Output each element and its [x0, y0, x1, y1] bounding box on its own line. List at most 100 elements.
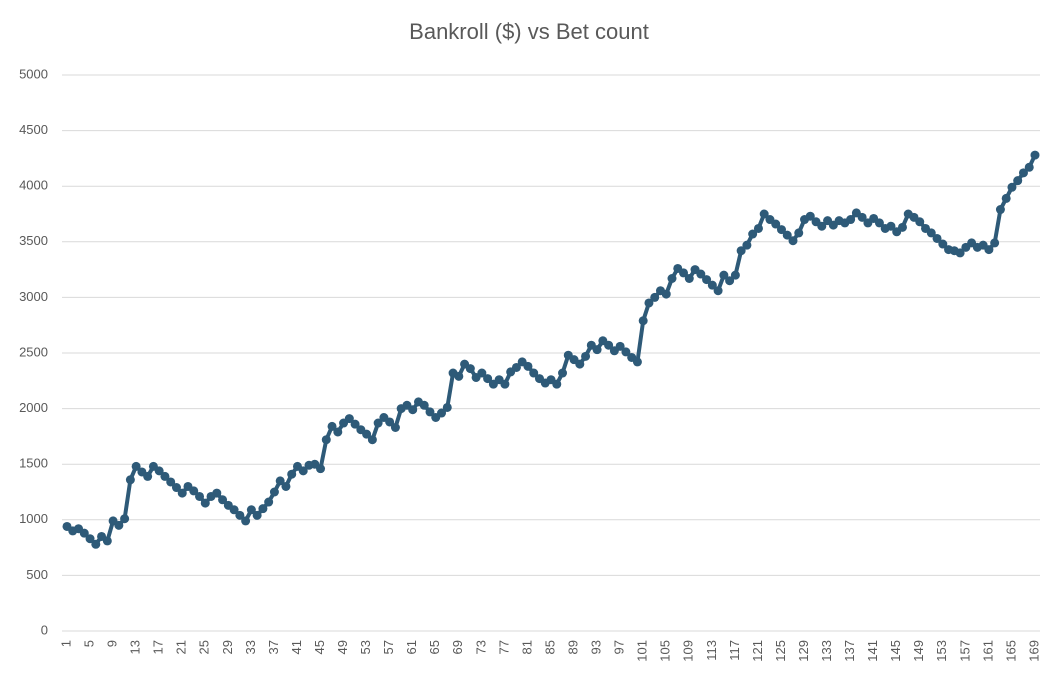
- data-point: [581, 351, 591, 361]
- x-tick-label: 97: [612, 640, 627, 654]
- data-point: [886, 221, 896, 231]
- data-point: [367, 435, 377, 445]
- y-tick-label: 4000: [19, 178, 48, 193]
- data-point: [298, 466, 308, 476]
- data-point: [702, 275, 712, 285]
- data-point: [529, 368, 539, 378]
- data-point: [500, 379, 510, 389]
- x-tick-label: 85: [542, 640, 557, 654]
- data-point: [350, 419, 360, 429]
- x-tick-label: 141: [865, 640, 880, 662]
- y-tick-label: 0: [41, 622, 48, 637]
- data-point: [246, 505, 256, 515]
- data-point: [592, 345, 602, 355]
- data-point: [1001, 193, 1011, 203]
- x-tick-label: 153: [934, 640, 949, 662]
- data-point: [679, 268, 689, 278]
- data-point: [241, 516, 251, 526]
- data-point: [1013, 176, 1023, 186]
- data-point: [990, 238, 1000, 248]
- data-point: [667, 273, 677, 283]
- data-point: [794, 228, 804, 238]
- x-tick-label: 149: [911, 640, 926, 662]
- data-point: [160, 471, 170, 481]
- x-tick-label: 37: [266, 640, 281, 654]
- x-tick-label: 109: [681, 640, 696, 662]
- data-point: [321, 435, 331, 445]
- data-point: [696, 269, 706, 279]
- y-tick-label: 3000: [19, 289, 48, 304]
- data-point: [776, 225, 786, 235]
- data-point: [390, 423, 400, 433]
- data-point: [615, 341, 625, 351]
- x-tick-label: 105: [658, 640, 673, 662]
- data-point: [269, 487, 279, 497]
- data-point: [275, 476, 285, 486]
- data-point: [511, 362, 521, 372]
- data-point: [125, 475, 135, 485]
- data-point: [984, 245, 994, 255]
- x-tick-label: 29: [220, 640, 235, 654]
- x-tick-label: 65: [427, 640, 442, 654]
- y-tick-label: 4500: [19, 122, 48, 137]
- data-point: [195, 491, 205, 501]
- x-tick-label: 129: [796, 640, 811, 662]
- data-point: [604, 340, 614, 350]
- data-point: [344, 414, 354, 424]
- data-point: [166, 477, 176, 487]
- data-point: [91, 539, 101, 549]
- data-point: [897, 222, 907, 232]
- data-point: [558, 368, 568, 378]
- x-tick-label: 165: [1003, 640, 1018, 662]
- data-point: [748, 229, 758, 239]
- x-tick-label: 145: [888, 640, 903, 662]
- data-point: [79, 528, 89, 538]
- data-point: [258, 504, 268, 514]
- data-point: [235, 510, 245, 520]
- data-point: [425, 407, 435, 417]
- x-tick-label: 53: [358, 640, 373, 654]
- x-tick-label: 121: [750, 640, 765, 662]
- data-point: [385, 417, 395, 427]
- x-tick-label: 73: [473, 640, 488, 654]
- data-point: [575, 359, 585, 369]
- x-tick-label: 169: [1026, 640, 1041, 662]
- x-tick-label: 113: [704, 640, 719, 661]
- x-tick-label: 125: [773, 640, 788, 662]
- data-point: [707, 280, 717, 290]
- y-tick-label: 2500: [19, 344, 48, 359]
- data-point: [154, 466, 164, 476]
- x-tick-label: 137: [842, 640, 857, 662]
- data-point: [465, 364, 475, 374]
- x-tick-label: 133: [819, 640, 834, 662]
- x-tick-label: 5: [81, 640, 96, 647]
- data-point: [212, 488, 222, 498]
- x-tick-label: 41: [289, 640, 304, 654]
- data-point: [661, 289, 671, 299]
- data-point: [373, 418, 383, 428]
- data-point: [120, 514, 130, 524]
- data-point: [483, 374, 493, 384]
- data-point: [408, 405, 418, 415]
- x-tick-label: 93: [589, 640, 604, 654]
- data-point: [454, 371, 464, 381]
- data-point: [419, 400, 429, 410]
- x-tick-label: 21: [174, 640, 189, 654]
- data-point: [85, 534, 95, 544]
- data-point: [252, 510, 262, 520]
- data-point: [632, 357, 642, 367]
- data-point: [281, 481, 291, 491]
- data-point: [926, 228, 936, 238]
- data-point: [333, 427, 343, 437]
- data-point: [131, 461, 141, 471]
- data-point: [742, 240, 752, 250]
- data-point: [442, 402, 452, 412]
- data-point: [771, 219, 781, 229]
- x-tick-label: 33: [243, 640, 258, 654]
- data-point: [932, 233, 942, 243]
- data-point: [684, 273, 694, 283]
- y-tick-label: 2000: [19, 400, 48, 415]
- data-point: [177, 488, 187, 498]
